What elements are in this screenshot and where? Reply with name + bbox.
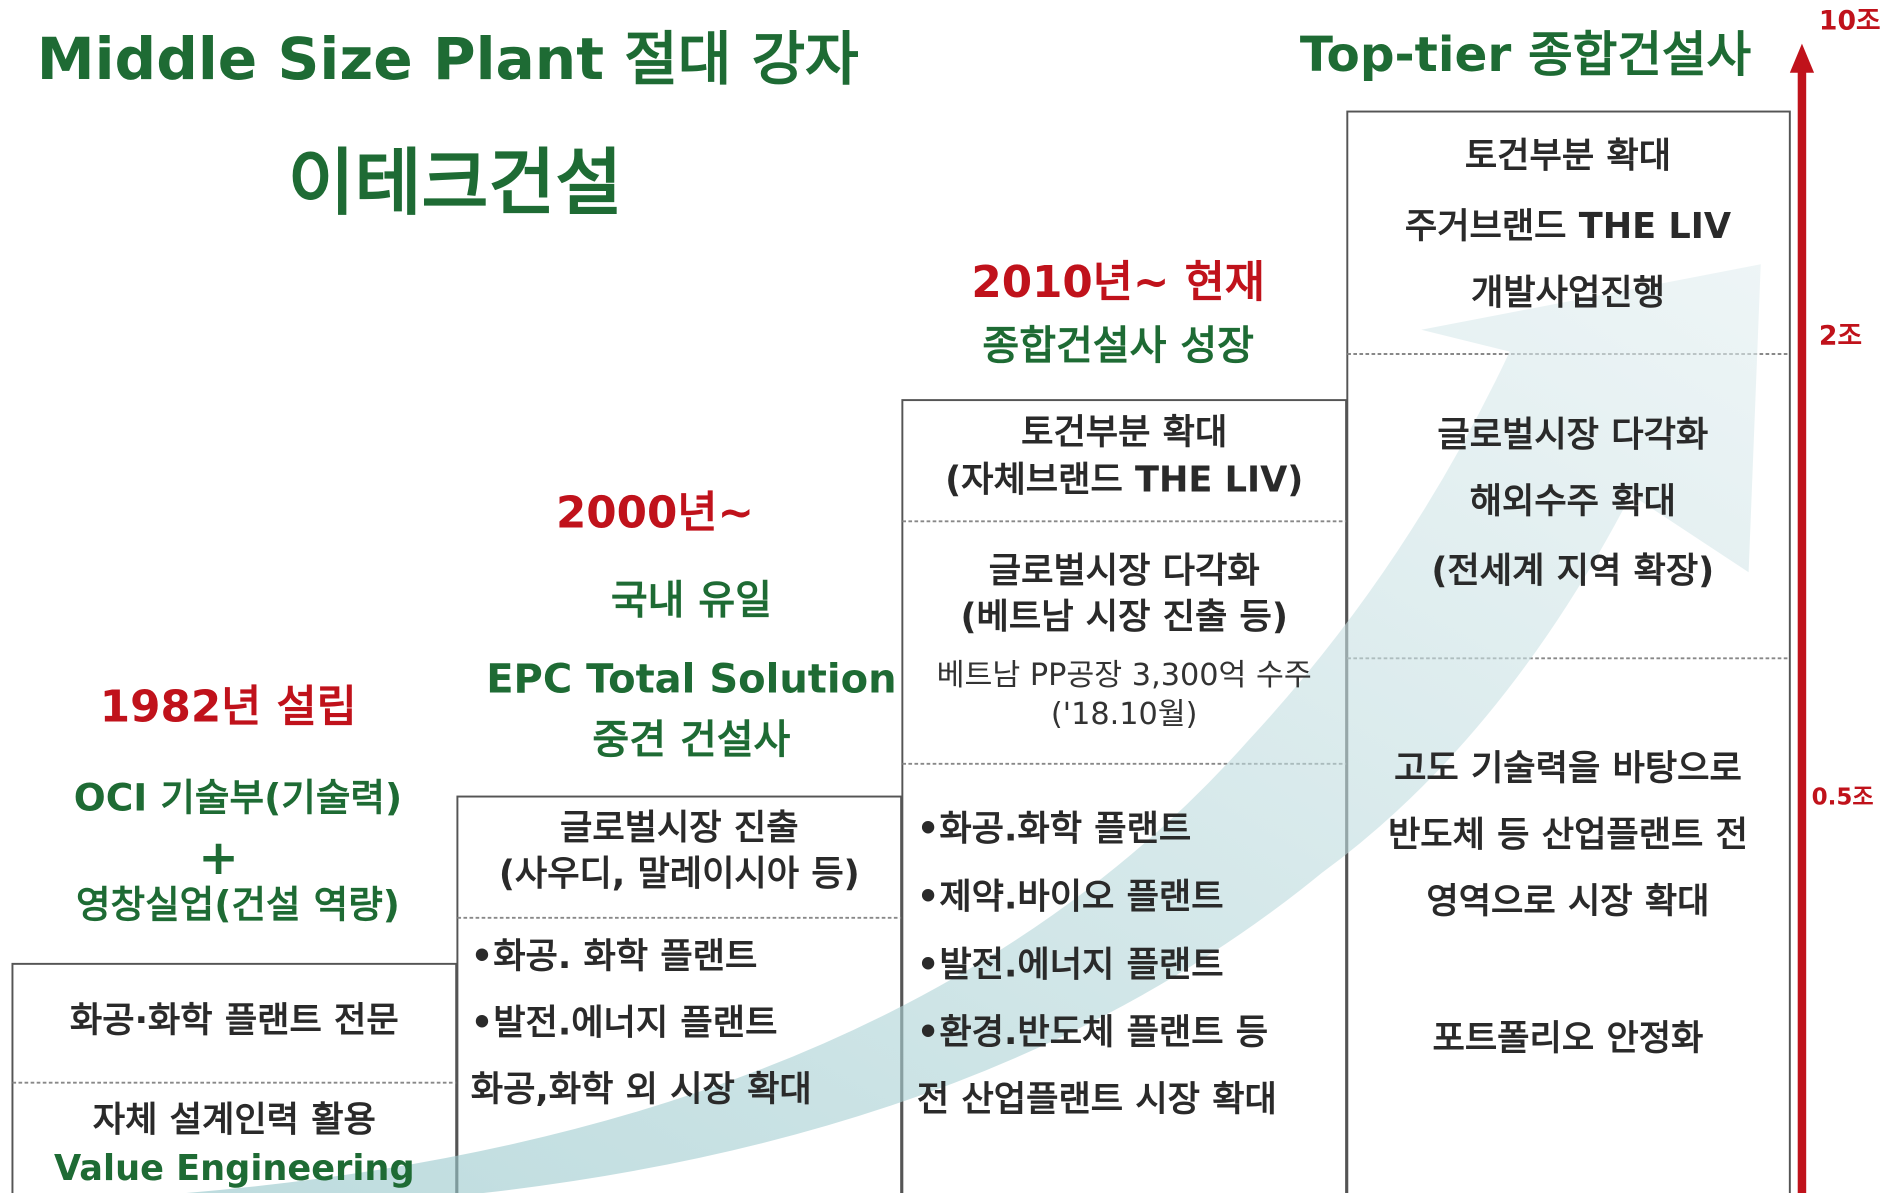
box-text: 고도 기술력을 바탕으로 — [1394, 748, 1742, 789]
box-text: •환경.반도체 플랜트 등 — [917, 1012, 1268, 1053]
period: 2010년~ 현재 — [971, 257, 1265, 308]
diagram: 10조 2조 0.5조 Middle Size Plant 절대 강자 이테크건… — [0, 0, 1892, 1193]
period: 2000년~ — [556, 487, 754, 538]
box-text: 글로벌시장 진출 — [560, 807, 799, 848]
company: 이테크건설 — [288, 141, 623, 226]
scale-label: 0.5조 — [1812, 784, 1874, 810]
subtitle: OCI 기술부(기술력) — [74, 776, 402, 820]
box-text: 영역으로 시장 확대 — [1426, 881, 1709, 922]
box-text: 글로벌시장 다각화 — [989, 550, 1260, 591]
scale-label: 10조 — [1819, 5, 1881, 36]
box-text: 화공·화학 플랜트 전문 — [70, 1000, 399, 1041]
box-text: •발전.에너지 플랜트 — [917, 944, 1224, 985]
box-text: 토건부분 확대 — [1465, 136, 1671, 177]
subtitle: EPC Total Solution — [486, 656, 896, 702]
page: {"header": {"title": "Middle Size Plant … — [0, 0, 1892, 1193]
box-text: (전세계 지역 확장) — [1431, 550, 1714, 591]
box-text: •화공. 화학 플랜트 — [471, 936, 758, 977]
top-tier: Top-tier 종합건설사 — [1300, 27, 1752, 83]
subtitle: 국내 유일 — [611, 578, 772, 624]
subtitle: 종합건설사 성장 — [982, 323, 1254, 369]
subtitle: 영창실업(건설 역량) — [76, 882, 400, 926]
subtitle: + — [198, 830, 239, 886]
subtitle: 중견 건설사 — [592, 717, 790, 763]
box-note: ('18.10월) — [1051, 697, 1198, 732]
box-note: 베트남 PP공장 3,300억 수주 — [937, 658, 1312, 693]
box-text: 해외수주 확대 — [1470, 481, 1676, 522]
box-text: 화공,화학 외 시장 확대 — [471, 1069, 812, 1110]
box-text: (자체브랜드 THE LIV) — [945, 459, 1303, 500]
box-text: 글로벌시장 다각화 — [1437, 414, 1708, 455]
title: Middle Size Plant 절대 강자 — [37, 25, 859, 93]
box-text: •제약.바이오 플랜트 — [917, 876, 1224, 917]
box-text: 전 산업플랜트 시장 확대 — [917, 1079, 1277, 1120]
box-text: (베트남 시장 진출 등) — [960, 596, 1287, 637]
box-text: 주거브랜드 THE LIV — [1405, 206, 1732, 247]
box-text: 포트폴리오 안정화 — [1433, 1018, 1704, 1059]
box-text: Value Engineering — [54, 1148, 415, 1189]
scale-label: 2조 — [1819, 321, 1862, 352]
box-text: (사우디, 말레이시아 등) — [499, 853, 860, 894]
box-text: 반도체 등 산업플랜트 전 — [1388, 815, 1748, 856]
box-text: 개발사업진행 — [1471, 273, 1665, 314]
box-text: 자체 설계인력 활용 — [93, 1099, 376, 1140]
box-text: •발전.에너지 플랜트 — [471, 1002, 778, 1043]
period: 1982년 설립 — [100, 681, 357, 732]
box-text: 토건부분 확대 — [1021, 412, 1227, 453]
box-text: •화공.화학 플랜트 — [917, 808, 1191, 849]
scale-arrowhead — [1790, 44, 1814, 73]
